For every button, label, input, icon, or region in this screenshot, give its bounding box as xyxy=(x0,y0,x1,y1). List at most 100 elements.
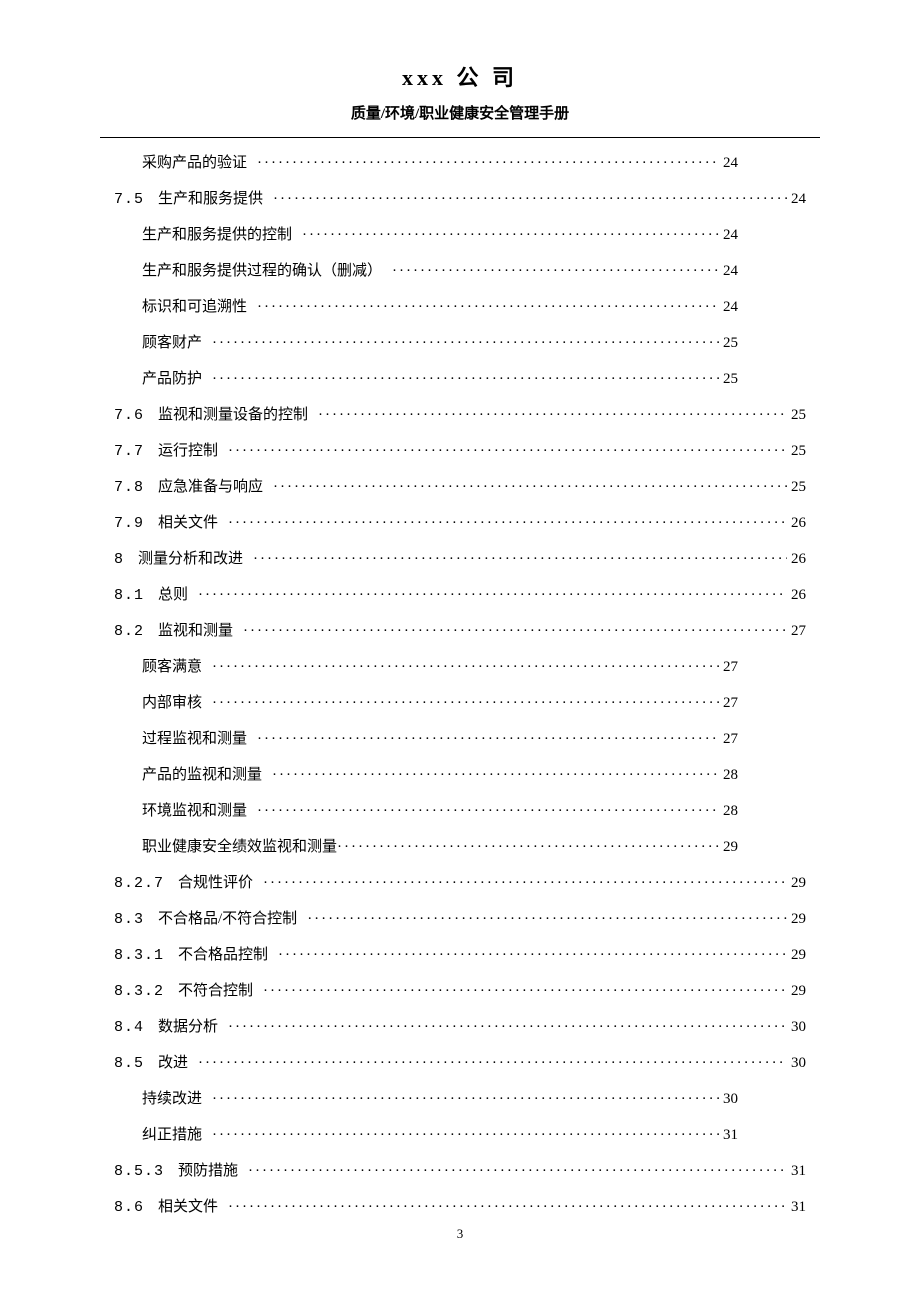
toc-title: 生产和服务提供的控制 xyxy=(142,228,292,243)
toc-page-number: 27 xyxy=(791,624,806,639)
toc-leader-dots: ········································… xyxy=(212,660,719,675)
toc-leader-dots: ········································… xyxy=(257,732,719,747)
toc-number: 7.6 xyxy=(114,408,144,423)
toc-page-number: 29 xyxy=(791,912,806,927)
toc-title: 顾客满意 xyxy=(142,660,202,675)
toc-page-number: 27 xyxy=(723,696,738,711)
toc-number: 8.1 xyxy=(114,588,144,603)
toc-page-number: 26 xyxy=(791,588,806,603)
toc-leader-dots: ········································… xyxy=(212,696,719,711)
toc-leader-dots: ········································… xyxy=(212,1092,719,1107)
toc-page-number: 24 xyxy=(723,156,738,171)
toc-leader-dots: ········································… xyxy=(273,480,787,495)
toc-entry: 7.5生产和服务提供······························… xyxy=(114,192,806,207)
toc-entry: 顾客满意 ····································… xyxy=(114,660,806,675)
toc-leader-dots: ········································… xyxy=(257,804,719,819)
toc-leader-dots: ········································… xyxy=(228,1020,787,1035)
toc-title: 不合格品控制 xyxy=(178,948,268,963)
toc-number: 7.9 xyxy=(114,516,144,531)
toc-number: 8.3.2 xyxy=(114,984,164,999)
toc-entry: 7.9相关文件·································… xyxy=(114,516,806,531)
toc-number: 8.3.1 xyxy=(114,948,164,963)
toc-page-number: 25 xyxy=(723,372,738,387)
toc-leader-dots: ········································… xyxy=(248,1164,787,1179)
toc-entry: 8.3.1 不合格品控制 ·····························… xyxy=(114,948,806,963)
toc-title: 持续改进 xyxy=(142,1092,202,1107)
toc-entry: 7.6监视和测量设备的控制···························… xyxy=(114,408,806,423)
toc-page-number: 26 xyxy=(791,552,806,567)
toc-page-number: 25 xyxy=(791,444,806,459)
toc-leader-dots: ········································… xyxy=(198,588,787,603)
toc-page-number: 28 xyxy=(723,768,738,783)
toc-entry: 采购产品的验证·································… xyxy=(114,156,806,171)
toc-leader-dots: ········································… xyxy=(263,984,787,999)
toc-leader-dots: ········································… xyxy=(228,1200,787,1215)
toc-title: 总则 xyxy=(158,588,188,603)
toc-page-number: 31 xyxy=(723,1128,738,1143)
toc-page-number: 25 xyxy=(791,408,806,423)
toc-entry: 7.7运行控制·································… xyxy=(114,444,806,459)
table-of-contents: 采购产品的验证 ·································… xyxy=(100,156,820,1215)
toc-leader-dots: ········································… xyxy=(228,444,787,459)
toc-page-number: 30 xyxy=(791,1020,806,1035)
toc-title: 预防措施 xyxy=(178,1164,238,1179)
toc-entry: 顾客财产····································… xyxy=(114,336,806,351)
toc-page-number: 25 xyxy=(723,336,738,351)
toc-title: 职业健康安全绩效监视和测量 xyxy=(142,840,337,855)
toc-entry: 8.3.2不符合控制······························… xyxy=(114,984,806,999)
toc-entry: 8.6相关文件·································… xyxy=(114,1200,806,1215)
toc-entry: 8.5.3预防措施·······························… xyxy=(114,1164,806,1179)
toc-number: 8 xyxy=(114,552,124,567)
header-divider xyxy=(100,137,820,138)
toc-leader-dots: ········································… xyxy=(337,840,719,855)
toc-page-number: 31 xyxy=(791,1164,806,1179)
toc-title: 标识和可追溯性 xyxy=(142,300,247,315)
toc-leader-dots: ········································… xyxy=(243,624,787,639)
toc-entry: 8.5改进···································… xyxy=(114,1056,806,1071)
toc-page-number: 24 xyxy=(723,264,738,279)
toc-entry: 8.4 数据分析 ·································… xyxy=(114,1020,806,1035)
toc-number: 8.2.7 xyxy=(114,876,164,891)
toc-title: 合规性评价 xyxy=(178,876,253,891)
toc-entry: 8.2监视和测量································… xyxy=(114,624,806,639)
toc-title: 数据分析 xyxy=(158,1020,218,1035)
toc-leader-dots: ········································… xyxy=(307,912,787,927)
toc-entry: 生产和服务提供的控制 ······························… xyxy=(114,228,806,243)
page-footer: 3 xyxy=(0,1226,920,1242)
toc-number: 8.4 xyxy=(114,1020,144,1035)
toc-page-number: 29 xyxy=(723,840,738,855)
toc-entry: 7.8应急准备与响应······························… xyxy=(114,480,806,495)
toc-entry: 8.3不合格品/不符合控制···························… xyxy=(114,912,806,927)
toc-entry: 过程监视和测量·································… xyxy=(114,732,806,747)
toc-leader-dots: ········································… xyxy=(272,768,719,783)
toc-leader-dots: ········································… xyxy=(278,948,787,963)
toc-title: 采购产品的验证 xyxy=(142,156,247,171)
toc-title: 监视和测量设备的控制 xyxy=(158,408,308,423)
toc-entry: 纠正措施 ····································… xyxy=(114,1128,806,1143)
toc-entry: 8测量分析和改进································… xyxy=(114,552,806,567)
toc-entry: 8.2.7合规性评价······························… xyxy=(114,876,806,891)
toc-entry: 8.1 总则 ···································… xyxy=(114,588,806,603)
toc-leader-dots: ········································… xyxy=(212,372,719,387)
toc-title: 纠正措施 xyxy=(142,1128,202,1143)
toc-title: 顾客财产 xyxy=(142,336,202,351)
toc-leader-dots: ········································… xyxy=(198,1056,787,1071)
toc-entry: 产品防护····································… xyxy=(114,372,806,387)
toc-number: 7.8 xyxy=(114,480,144,495)
toc-title: 生产和服务提供 xyxy=(158,192,263,207)
toc-page-number: 25 xyxy=(791,480,806,495)
toc-number: 8.2 xyxy=(114,624,144,639)
toc-leader-dots: ········································… xyxy=(302,228,719,243)
toc-leader-dots: ········································… xyxy=(212,1128,719,1143)
toc-title: 相关文件 xyxy=(158,1200,218,1215)
toc-page-number: 27 xyxy=(723,732,738,747)
toc-page-number: 24 xyxy=(723,228,738,243)
toc-title: 相关文件 xyxy=(158,516,218,531)
toc-title: 环境监视和测量 xyxy=(142,804,247,819)
toc-title: 产品的监视和测量 xyxy=(142,768,262,783)
toc-page-number: 27 xyxy=(723,660,738,675)
toc-entry: 环境监视和测量 ·································… xyxy=(114,804,806,819)
toc-leader-dots: ········································… xyxy=(392,264,719,279)
company-name: xxx 公 司 xyxy=(100,60,820,92)
toc-leader-dots: ········································… xyxy=(253,552,787,567)
